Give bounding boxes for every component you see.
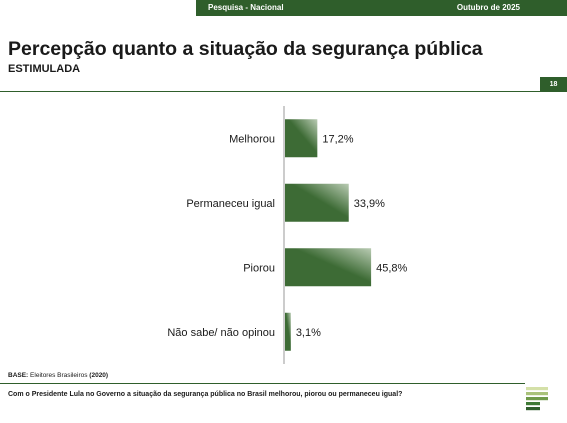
category-label: Piorou [243,262,275,274]
base-count: (2020) [89,372,109,379]
base-text: Eleitores Brasileiros [30,372,88,379]
category-label: Não sabe/ não opinou [167,327,275,339]
survey-question: Com o Presidente Lula no Governo a situa… [8,391,403,398]
page-subtitle: ESTIMULADA [8,63,81,75]
top-banner: Pesquisa - Nacional Outubro de 2025 [196,0,567,16]
bar [285,183,349,222]
value-label: 33,9% [354,198,385,210]
value-label: 45,8% [376,262,407,274]
date-label: Outubro de 2025 [456,3,520,12]
page-number-badge: 18 [540,77,567,92]
value-label: 3,1% [296,327,321,339]
survey-label: Pesquisa - Nacional [208,3,284,12]
brand-logo-icon [526,387,548,411]
base-label: BASE: [8,372,29,379]
footer-divider [0,383,525,384]
bar [285,248,372,287]
category-label: Melhorou [229,133,275,145]
header-divider [0,91,540,92]
value-label: 17,2% [322,133,353,145]
category-label: Permaneceu igual [186,198,275,210]
base-note: BASE: Eleitores Brasileiros (2020) [8,372,108,379]
page-title: Percepção quanto a situação da segurança… [8,38,483,60]
bar [285,119,318,158]
bar [285,312,291,351]
